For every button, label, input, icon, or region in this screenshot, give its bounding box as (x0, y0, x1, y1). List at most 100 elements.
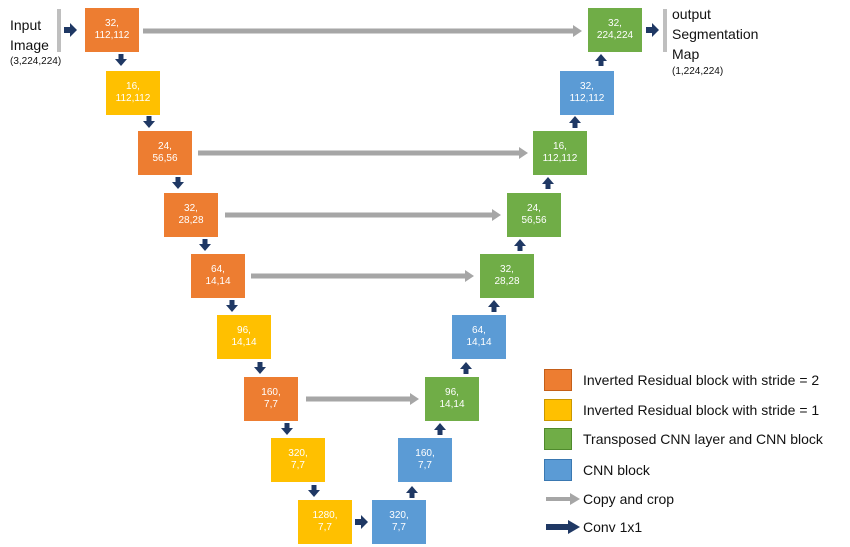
block-size: 28,28 (494, 276, 520, 287)
block-channels: 24, (158, 141, 172, 152)
down-arrow-3-shaft (175, 177, 181, 183)
block-channels: 320, (288, 448, 308, 459)
block-size: 7,7 (392, 522, 406, 533)
input-bracket-bar (57, 9, 61, 52)
decoder-block-5: 32, 28,28 (480, 254, 534, 298)
block-channels: 96, (445, 387, 459, 398)
encoder-block-4: 32, 28,28 (164, 193, 218, 237)
legend-label-orange: Inverted Residual block with stride = 2 (583, 372, 820, 388)
bridge-arrow-shaft (355, 519, 362, 525)
legend-item-conv: Conv 1x1 (544, 515, 642, 539)
legend-label-green: Transposed CNN layer and CNN block (583, 431, 823, 447)
decoder-block-8: 32, 112,112 (560, 71, 614, 115)
down-arrow-4-shaft (202, 239, 208, 245)
block-channels: 160, (261, 387, 281, 398)
block-size: 56,56 (521, 215, 547, 226)
output-shape-label: (1,224,224) (672, 66, 724, 77)
down-arrow-2-shaft (146, 116, 152, 122)
input-arrow-head (70, 23, 77, 37)
up-arrow-4-shaft (491, 306, 497, 312)
legend-item-green: Transposed CNN layer and CNN block (544, 427, 823, 451)
down-arrow-1-head (115, 59, 127, 66)
output-label-line2: Segmentation (672, 26, 759, 42)
block-channels: 96, (237, 325, 251, 336)
skip-arrow-1-shaft (143, 28, 574, 34)
encoder-block-2: 16, 112,112 (106, 71, 160, 115)
block-channels: 32, (580, 81, 594, 92)
encoder-block-3: 24, 56,56 (138, 131, 192, 175)
output-bracket-bar (663, 9, 667, 52)
block-size: 14,14 (231, 337, 257, 348)
legend-item-blue: CNN block (544, 458, 650, 482)
block-channels: 64, (472, 325, 486, 336)
block-channels: 160, (415, 448, 435, 459)
up-arrow-6-head (542, 177, 554, 184)
down-arrow-4-head (199, 244, 211, 251)
block-size: 112,112 (569, 93, 605, 104)
up-arrow-4-head (488, 300, 500, 307)
down-arrow-1-shaft (118, 54, 124, 60)
block-channels: 16, (553, 141, 567, 152)
down-arrow-5-shaft (229, 300, 235, 306)
down-arrow-3-head (172, 182, 184, 189)
block-size: 7,7 (318, 522, 332, 533)
decoder-block-6: 24, 56,56 (507, 193, 561, 237)
encoder-block-7: 160, 7,7 (244, 377, 298, 421)
input-shape-label: (3,224,224) (10, 56, 62, 67)
encoder-block-6: 96, 14,14 (217, 315, 271, 359)
up-arrow-7-head (569, 116, 581, 123)
skip-arrow-2-shaft (198, 150, 520, 156)
copy-arrow-icon (546, 493, 580, 505)
decoder-block-3: 96, 14,14 (425, 377, 479, 421)
up-arrow-2-head (434, 423, 446, 430)
down-arrow-8-head (308, 490, 320, 497)
legend-swatch-orange (544, 369, 572, 391)
block-size: 7,7 (418, 460, 432, 471)
skip-arrow-5-shaft (306, 396, 411, 402)
up-arrow-7-shaft (572, 122, 578, 128)
block-size: 112,112 (94, 30, 130, 41)
block-size: 112,112 (542, 153, 578, 164)
output-label-line3: Map (672, 46, 700, 62)
down-arrow-2-head (143, 121, 155, 128)
legend-label-yellow: Inverted Residual block with stride = 1 (583, 402, 820, 418)
conv-arrow-icon (546, 520, 580, 534)
block-channels: 24, (527, 203, 541, 214)
block-channels: 32, (105, 18, 119, 29)
up-arrow-1-head (406, 486, 418, 493)
up-arrow-8-shaft (598, 60, 604, 66)
up-arrow-5-head (514, 239, 526, 246)
legend-label-blue: CNN block (583, 462, 650, 478)
legend-label-conv: Conv 1x1 (583, 519, 643, 535)
input-label-line1: Input (10, 17, 42, 33)
down-arrow-6-shaft (257, 362, 263, 368)
block-size: 14,14 (466, 337, 492, 348)
encoder-block-1: 32, 112,112 (85, 8, 139, 52)
up-arrow-1-shaft (409, 492, 415, 498)
encoder-block-9: 1280, 7,7 (298, 500, 352, 544)
block-channels: 32, (500, 264, 514, 275)
block-channels: 64, (211, 264, 225, 275)
decoder-block-9: 32, 224,224 (588, 8, 642, 52)
block-size: 28,28 (178, 215, 204, 226)
block-channels: 16, (126, 81, 140, 92)
block-size: 112,112 (115, 93, 151, 104)
skip-arrow-5-head (410, 393, 419, 405)
up-arrow-2-shaft (437, 429, 443, 435)
arrows-layer (57, 9, 667, 529)
decoder-block-2: 160, 7,7 (398, 438, 452, 482)
input-label-line2: Image (10, 37, 49, 53)
up-arrow-3-shaft (463, 368, 469, 374)
down-arrow-5-head (226, 305, 238, 312)
block-size: 14,14 (205, 276, 231, 287)
down-arrow-6-head (254, 367, 266, 374)
block-channels: 320, (389, 510, 409, 521)
skip-arrow-2-head (519, 147, 528, 159)
input-arrow-shaft (64, 27, 71, 33)
legend-swatch-yellow (544, 399, 572, 421)
block-channels: 32, (608, 18, 622, 29)
encoder-block-5: 64, 14,14 (191, 254, 245, 298)
skip-arrow-3-head (492, 209, 501, 221)
up-arrow-5-shaft (517, 245, 523, 251)
output-arrow-head (652, 23, 659, 37)
